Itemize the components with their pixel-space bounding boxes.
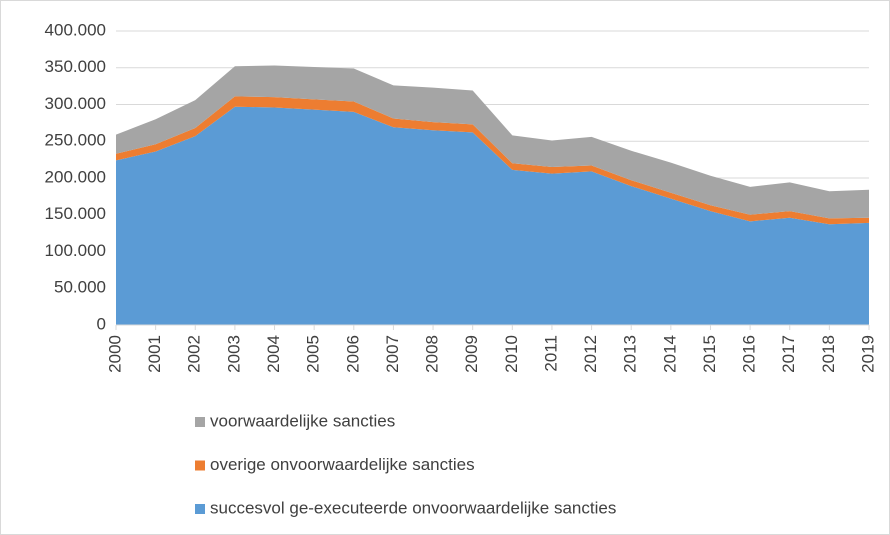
x-tick-label: 2015 xyxy=(700,335,719,373)
x-tick-label: 2003 xyxy=(224,335,243,373)
legend-label: succesvol ge-executeerde onvoorwaardelij… xyxy=(210,498,616,517)
y-tick-label: 0 xyxy=(97,314,106,333)
x-tick-label: 2012 xyxy=(581,335,600,373)
legend-swatch xyxy=(195,504,205,514)
x-tick-label: 2011 xyxy=(541,335,560,372)
x-tick-label: 2004 xyxy=(264,335,283,373)
x-tick-label: 2014 xyxy=(660,335,679,373)
y-tick-label: 150.000 xyxy=(45,204,106,223)
x-tick-label: 2010 xyxy=(502,335,521,373)
y-tick-label: 400.000 xyxy=(45,20,106,39)
legend-swatch xyxy=(195,417,205,427)
x-tick-label: 2017 xyxy=(779,335,798,373)
y-tick-label: 250.000 xyxy=(45,131,106,150)
x-tick-label: 2009 xyxy=(462,335,481,373)
y-tick-label: 200.000 xyxy=(45,167,106,186)
legend-label: overige onvoorwaardelijke sancties xyxy=(210,455,475,474)
x-tick-label: 2013 xyxy=(621,335,640,373)
y-tick-label: 100.000 xyxy=(45,241,106,260)
y-tick-label: 300.000 xyxy=(45,94,106,113)
legend-label: voorwaardelijke sancties xyxy=(210,411,395,430)
legend-swatch xyxy=(195,460,205,471)
x-tick-label: 2008 xyxy=(423,335,442,373)
x-tick-label: 2006 xyxy=(343,335,362,373)
area xyxy=(116,106,869,325)
x-tick-label: 2018 xyxy=(819,335,838,373)
area xyxy=(116,65,869,219)
x-tick-label: 2016 xyxy=(740,335,759,373)
x-tick-label: 2019 xyxy=(858,335,877,373)
x-tick-label: 2001 xyxy=(145,335,164,373)
y-tick-label: 50.000 xyxy=(54,278,106,297)
x-tick-label: 2000 xyxy=(105,335,124,373)
x-tick-label: 2007 xyxy=(383,335,402,373)
x-tick-label: 2002 xyxy=(185,335,204,373)
x-tick-label: 2005 xyxy=(304,335,323,373)
y-tick-label: 350.000 xyxy=(45,57,106,76)
